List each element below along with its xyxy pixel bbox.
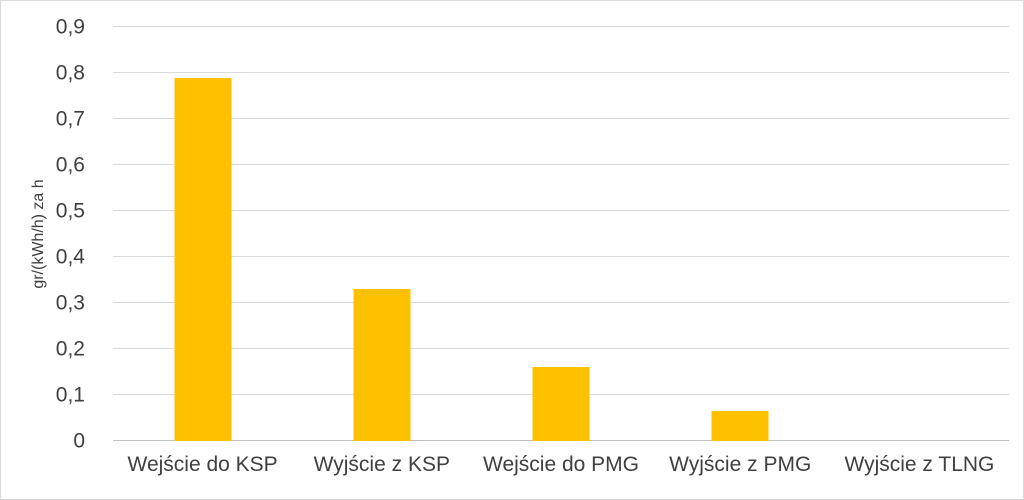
- bar-Wyjście z KSP: [353, 289, 411, 441]
- y-tick-label: 0,2: [55, 337, 85, 361]
- y-tick-label: 0,6: [55, 153, 85, 177]
- x-category-label: Wyjście z TLNG: [844, 453, 995, 476]
- bar-Wyjście z PMG: [711, 411, 769, 441]
- gridline: [113, 164, 1009, 166]
- x-category-label: Wejście do KSP: [127, 453, 278, 476]
- bar-Wejście do PMG: [532, 367, 590, 441]
- gridline: [113, 72, 1009, 73]
- x-category-label: Wyjście z PMG: [669, 453, 812, 476]
- x-axis-labels: Wejście do KSP Wyjście z KSP Wejście do PM…: [113, 453, 1009, 477]
- y-tick-label: 0,4: [55, 245, 85, 269]
- plot-area: [113, 26, 1009, 441]
- y-tick-label: 0,7: [55, 107, 85, 131]
- gridline: [113, 256, 1009, 257]
- gridline: [113, 26, 1009, 27]
- bar-Wejście do KSP: [174, 77, 232, 441]
- y-axis-ticks: 0 0,1 0,2 0,3 0,4 0,5 0,6 0,7 0,8 0,9: [1, 17, 91, 452]
- x-category-label: Wejście do PMG: [483, 453, 639, 476]
- gridline: [113, 210, 1009, 211]
- y-tick-label: 0,9: [55, 15, 85, 39]
- y-tick-label: 0,3: [55, 291, 85, 315]
- x-category-label: Wyjście z KSP: [313, 453, 450, 476]
- gridline: [113, 118, 1009, 119]
- y-tick-label: 0: [73, 429, 85, 453]
- y-tick-label: 0,5: [55, 199, 85, 223]
- gridline: [113, 348, 1009, 349]
- y-tick-label: 0,8: [55, 61, 85, 85]
- gridline: [113, 302, 1009, 304]
- y-tick-label: 0,1: [55, 383, 85, 407]
